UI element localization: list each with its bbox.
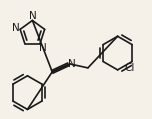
Text: N: N	[39, 43, 47, 53]
Text: N: N	[68, 59, 76, 69]
Text: N: N	[29, 10, 36, 20]
Text: Cl: Cl	[124, 63, 135, 73]
Text: N: N	[12, 23, 19, 33]
